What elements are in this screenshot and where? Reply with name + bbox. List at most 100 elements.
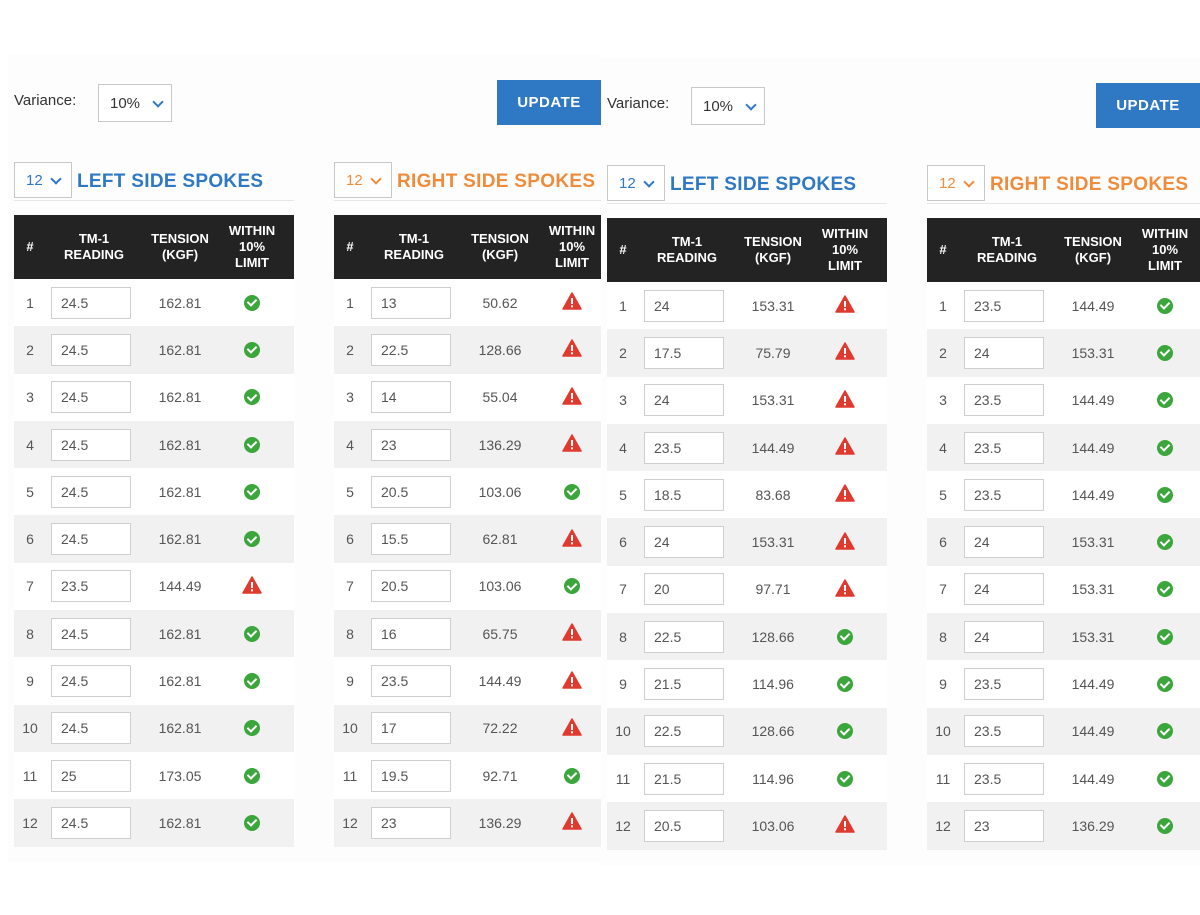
tm1-reading-input[interactable]: 24.5	[51, 665, 131, 698]
warning-triangle-icon	[835, 531, 855, 553]
tm1-reading-input[interactable]: 17	[371, 712, 451, 745]
tm1-reading-input[interactable]: 19.5	[371, 759, 451, 792]
header-reading: TM-1 READING	[977, 234, 1037, 265]
tm1-reading-input[interactable]: 24	[964, 620, 1044, 653]
update-button[interactable]: UPDATE	[1096, 83, 1200, 128]
table-body: 1 24.5 162.81 2 24.5 162.81 3 24.5 162.81 4 24.5 16…	[14, 279, 294, 847]
table-row: 2 24.5 162.81	[14, 326, 294, 374]
tm1-reading-input[interactable]: 24.5	[51, 475, 131, 508]
tm1-reading-input[interactable]: 24.5	[51, 428, 131, 461]
tm1-reading-input[interactable]: 23	[371, 806, 451, 839]
tm1-reading-input[interactable]: 24	[964, 526, 1044, 559]
tension-value: 153.31	[1071, 534, 1115, 551]
tm1-reading-input[interactable]: 23.5	[644, 431, 724, 464]
spoke-number: 11	[615, 770, 631, 787]
tm1-reading-input[interactable]: 23.5	[964, 384, 1044, 417]
tm1-reading-input[interactable]: 23.5	[371, 665, 451, 698]
check-circle-icon	[564, 483, 580, 500]
right-spoke-count-select[interactable]: 12	[927, 165, 985, 201]
tm1-reading-input[interactable]: 23.5	[964, 668, 1044, 701]
table-row: 11 19.5 92.71	[334, 751, 601, 800]
right-spoke-count-select[interactable]: 12	[334, 162, 392, 198]
tension-value: 97.71	[755, 581, 791, 598]
tm1-reading-input[interactable]: 21.5	[644, 762, 724, 795]
spoke-number: 1	[346, 294, 354, 311]
left-spoke-count-select[interactable]: 12	[14, 162, 72, 198]
tm1-reading-input[interactable]: 22.5	[644, 715, 724, 748]
tm1-reading-input[interactable]: 15.5	[371, 523, 451, 556]
tm1-reading-input[interactable]: 16	[371, 617, 451, 650]
tm1-reading-input[interactable]: 24.5	[51, 333, 131, 366]
tm1-reading-input[interactable]: 23.5	[964, 431, 1044, 464]
variance-select[interactable]: 10%	[98, 84, 172, 122]
tm1-reading-input[interactable]: 20.5	[644, 809, 724, 842]
header-reading: TM-1 READING	[64, 231, 124, 262]
tension-value: 72.22	[482, 720, 518, 737]
check-circle-icon	[1157, 486, 1173, 503]
spoke-number: 8	[26, 625, 34, 642]
spoke-number: 9	[939, 676, 947, 693]
tm1-reading-input[interactable]: 24	[644, 384, 724, 417]
tm1-reading-input[interactable]: 22.5	[644, 620, 724, 653]
header-number: #	[939, 242, 947, 257]
warning-triangle-icon	[242, 576, 262, 597]
chevron-down-icon	[152, 96, 164, 108]
tm1-reading-input[interactable]: 24.5	[51, 381, 131, 414]
table-row: 4 23.5 144.49	[607, 423, 887, 472]
tension-value: 153.31	[1071, 344, 1115, 361]
tm1-reading-input[interactable]: 23.5	[964, 762, 1044, 795]
tm1-reading-input[interactable]: 24.5	[51, 286, 131, 319]
right-spoke-table: # TM-1 READING TENSION (KGF) WITHIN 10% LIMIT 1 1…	[334, 215, 601, 847]
tm1-reading-input[interactable]: 24.5	[51, 712, 131, 745]
table-row: 12 23 136.29	[334, 799, 601, 847]
header-within-limit: WITHIN 10% LIMIT	[548, 223, 596, 270]
tm1-reading-input[interactable]: 13	[371, 286, 451, 319]
warning-triangle-icon	[835, 579, 855, 600]
tm1-reading-input[interactable]: 20.5	[371, 570, 451, 603]
header-within-limit: WITHIN 10% LIMIT	[821, 226, 869, 273]
table-row: 9 21.5 114.96	[607, 660, 887, 708]
table-row: 4 24.5 162.81	[14, 420, 294, 469]
tm1-reading-input[interactable]: 24.5	[51, 617, 131, 650]
left-spoke-count-select[interactable]: 12	[607, 165, 665, 201]
tm1-reading-input[interactable]: 24.5	[51, 806, 131, 839]
spoke-number: 2	[346, 341, 354, 358]
tm1-reading-input[interactable]: 20.5	[371, 475, 451, 508]
variance-row: Variance: 10%	[14, 80, 601, 122]
tm1-reading-input[interactable]: 24	[644, 526, 724, 559]
tm1-reading-input[interactable]: 23.5	[964, 715, 1044, 748]
tm1-reading-input[interactable]: 23	[371, 428, 451, 461]
tm1-reading-input[interactable]: 23.5	[51, 570, 131, 603]
tm1-reading-input[interactable]: 23	[964, 809, 1044, 842]
tm1-reading-input[interactable]: 23.5	[964, 289, 1044, 322]
tm1-reading-input[interactable]: 24.5	[51, 523, 131, 556]
tm1-reading-input[interactable]: 24	[964, 336, 1044, 369]
tm1-reading-input[interactable]: 20	[644, 573, 724, 606]
tension-value: 153.31	[751, 297, 795, 314]
variance-select[interactable]: 10%	[691, 87, 765, 125]
header-tension: TENSION (KGF)	[744, 234, 802, 265]
tm1-reading-input[interactable]: 21.5	[644, 668, 724, 701]
update-button[interactable]: UPDATE	[497, 80, 601, 125]
tm1-reading-input[interactable]: 24	[644, 289, 724, 322]
table-row: 3 24 153.31	[607, 376, 887, 424]
warning-triangle-icon	[835, 815, 855, 836]
check-circle-icon	[244, 673, 260, 690]
tm1-reading-input[interactable]: 24	[964, 573, 1044, 606]
tm1-reading-input[interactable]: 18.5	[644, 478, 724, 511]
spoke-number: 6	[939, 534, 947, 551]
tm1-reading-input[interactable]: 25	[51, 759, 131, 792]
tension-value: 103.06	[751, 817, 795, 834]
tension-value: 162.81	[158, 483, 202, 500]
tm1-reading-input[interactable]: 23.5	[964, 478, 1044, 511]
variance-label: Variance:	[607, 95, 670, 112]
table-row: 1 24.5 162.81	[14, 279, 294, 327]
right-spoke-count: 12	[346, 172, 363, 189]
check-circle-icon	[837, 676, 853, 693]
tension-value: 55.04	[482, 389, 518, 406]
tension-value: 144.49	[1071, 770, 1115, 787]
tm1-reading-input[interactable]: 14	[371, 381, 451, 414]
tm1-reading-input[interactable]: 22.5	[371, 333, 451, 366]
table-row: 4 23 136.29	[334, 420, 601, 469]
tm1-reading-input[interactable]: 17.5	[644, 336, 724, 369]
